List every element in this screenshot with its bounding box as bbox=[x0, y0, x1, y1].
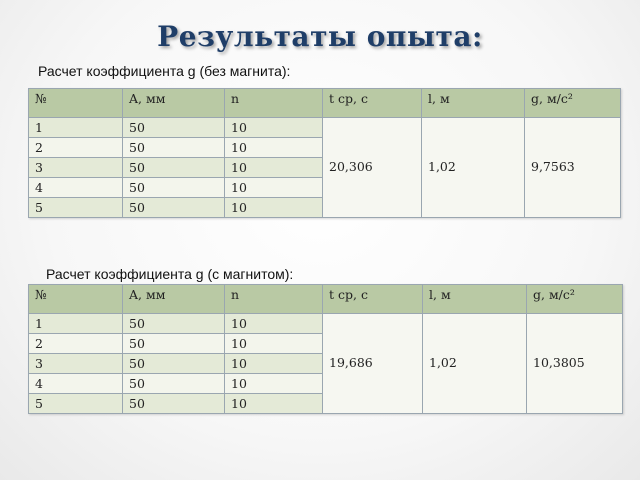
cell-number: 3 bbox=[28, 353, 123, 374]
cell-n: 10 bbox=[224, 157, 323, 178]
cell-length: 1,02 bbox=[422, 313, 527, 414]
header-cell-amplitude: A, мм bbox=[122, 88, 225, 118]
cell-amplitude: 50 bbox=[122, 313, 225, 334]
header-cell-number: № bbox=[28, 88, 123, 118]
cell-amplitude: 50 bbox=[122, 333, 225, 354]
cell-n: 10 bbox=[224, 177, 323, 198]
cell-number: 2 bbox=[28, 137, 123, 158]
cell-n: 10 bbox=[224, 373, 323, 394]
cell-n: 10 bbox=[224, 197, 323, 218]
cell-number: 1 bbox=[28, 313, 123, 334]
cell-number: 4 bbox=[28, 373, 123, 394]
table-row: 1 50 10 19,686 1,02 10,3805 bbox=[28, 313, 623, 414]
cell-t-avg: 19,686 bbox=[322, 313, 423, 414]
cell-g: 9,7563 bbox=[524, 117, 621, 218]
table-row: 5 50 10 bbox=[28, 197, 621, 218]
table1-caption: Расчет коэффициента g (без магнита): bbox=[38, 63, 291, 79]
cell-g: 10,3805 bbox=[526, 313, 623, 414]
cell-number: 1 bbox=[28, 117, 123, 138]
cell-amplitude: 50 bbox=[122, 117, 225, 138]
header-cell-length: l, м bbox=[421, 88, 525, 118]
cell-amplitude: 50 bbox=[122, 393, 225, 414]
cell-n: 10 bbox=[224, 137, 323, 158]
cell-amplitude: 50 bbox=[122, 137, 225, 158]
cell-number: 3 bbox=[28, 157, 123, 178]
header-cell-length: l, м bbox=[422, 284, 527, 314]
table-row: 5 50 10 bbox=[28, 393, 623, 414]
table-row: 4 50 10 bbox=[28, 373, 623, 394]
cell-number: 5 bbox=[28, 393, 123, 414]
header-cell-number: № bbox=[28, 284, 123, 314]
table-header-row: № A, мм n t ср, с l, м g, м/с² bbox=[28, 284, 623, 314]
cell-number: 4 bbox=[28, 177, 123, 198]
results-table-no-magnet: № A, мм n t ср, с l, м g, м/с² 1 50 10 2… bbox=[28, 88, 621, 218]
cell-amplitude: 50 bbox=[122, 373, 225, 394]
header-cell-g: g, м/с² bbox=[524, 88, 621, 118]
cell-amplitude: 50 bbox=[122, 157, 225, 178]
results-table-with-magnet: № A, мм n t ср, с l, м g, м/с² 1 50 10 1… bbox=[28, 284, 623, 414]
cell-n: 10 bbox=[224, 333, 323, 354]
header-cell-t-avg: t ср, с bbox=[322, 284, 423, 314]
cell-number: 2 bbox=[28, 333, 123, 354]
cell-length: 1,02 bbox=[421, 117, 525, 218]
cell-amplitude: 50 bbox=[122, 177, 225, 198]
cell-n: 10 bbox=[224, 117, 323, 138]
table-row: 1 50 10 20,306 1,02 9,7563 bbox=[28, 117, 621, 218]
header-cell-amplitude: A, мм bbox=[122, 284, 225, 314]
table-row: 3 50 10 bbox=[28, 353, 623, 374]
table-row: 3 50 10 bbox=[28, 157, 621, 178]
table-header-row: № A, мм n t ср, с l, м g, м/с² bbox=[28, 88, 621, 118]
cell-n: 10 bbox=[224, 393, 323, 414]
page-title: Результаты опыта: bbox=[157, 20, 483, 53]
table2-caption: Расчет коэффициента g (с магнитом): bbox=[46, 266, 294, 282]
cell-amplitude: 50 bbox=[122, 353, 225, 374]
header-cell-g: g, м/с² bbox=[526, 284, 623, 314]
header-cell-n: n bbox=[224, 88, 323, 118]
cell-t-avg: 20,306 bbox=[322, 117, 422, 218]
header-cell-n: n bbox=[224, 284, 323, 314]
cell-n: 10 bbox=[224, 353, 323, 374]
cell-number: 5 bbox=[28, 197, 123, 218]
cell-amplitude: 50 bbox=[122, 197, 225, 218]
cell-n: 10 bbox=[224, 313, 323, 334]
header-cell-t-avg: t ср, с bbox=[322, 88, 422, 118]
table-row: 2 50 10 bbox=[28, 333, 623, 354]
